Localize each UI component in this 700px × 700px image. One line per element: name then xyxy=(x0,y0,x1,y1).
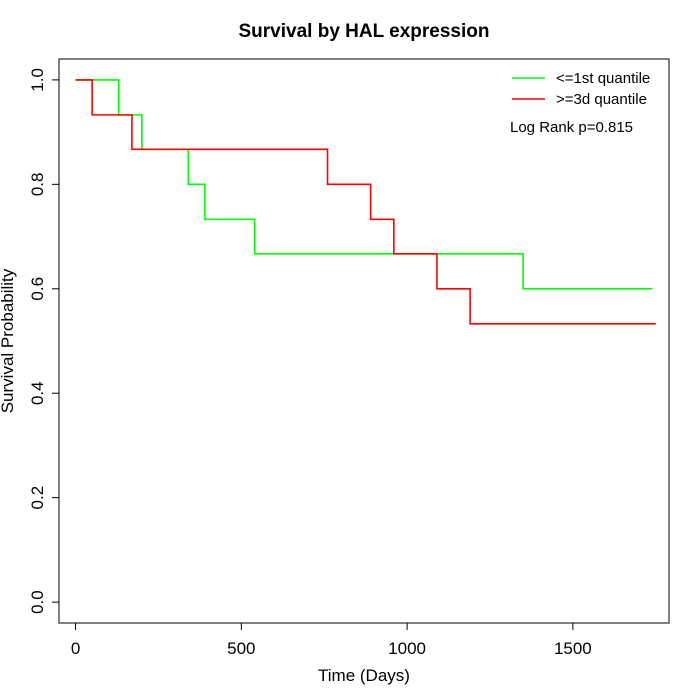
legend-label: >=3d quantile xyxy=(556,91,647,108)
y-tick-label: 1.0 xyxy=(28,68,47,92)
legend-label: <=1st quantile xyxy=(556,70,650,87)
y-tick-label: 0.2 xyxy=(28,486,47,510)
x-tick-label: 500 xyxy=(227,639,255,658)
x-tick-label: 1500 xyxy=(554,639,592,658)
log-rank-annotation: Log Rank p=0.815 xyxy=(510,119,633,136)
series-line-2 xyxy=(75,79,656,325)
legend: <=1st quantile >=3d quantile xyxy=(512,70,650,108)
series-layer xyxy=(75,79,656,325)
y-axis-label: Survival Probability xyxy=(0,268,17,413)
y-tick-label: 0.8 xyxy=(28,173,47,197)
chart-title: Survival by HAL expression xyxy=(239,21,490,42)
y-axis: 0.0 0.2 0.4 0.6 0.8 1.0 xyxy=(28,68,60,614)
x-tick-label: 1000 xyxy=(388,639,426,658)
x-axis: 0 500 1000 1500 xyxy=(71,622,592,658)
y-tick-label: 0.6 xyxy=(28,277,47,301)
y-tick-label: 0.4 xyxy=(28,381,47,405)
x-axis-label: Time (Days) xyxy=(318,666,410,685)
plot-frame xyxy=(58,58,670,624)
x-tick-label: 0 xyxy=(71,639,80,658)
y-tick-label: 0.0 xyxy=(28,590,47,614)
